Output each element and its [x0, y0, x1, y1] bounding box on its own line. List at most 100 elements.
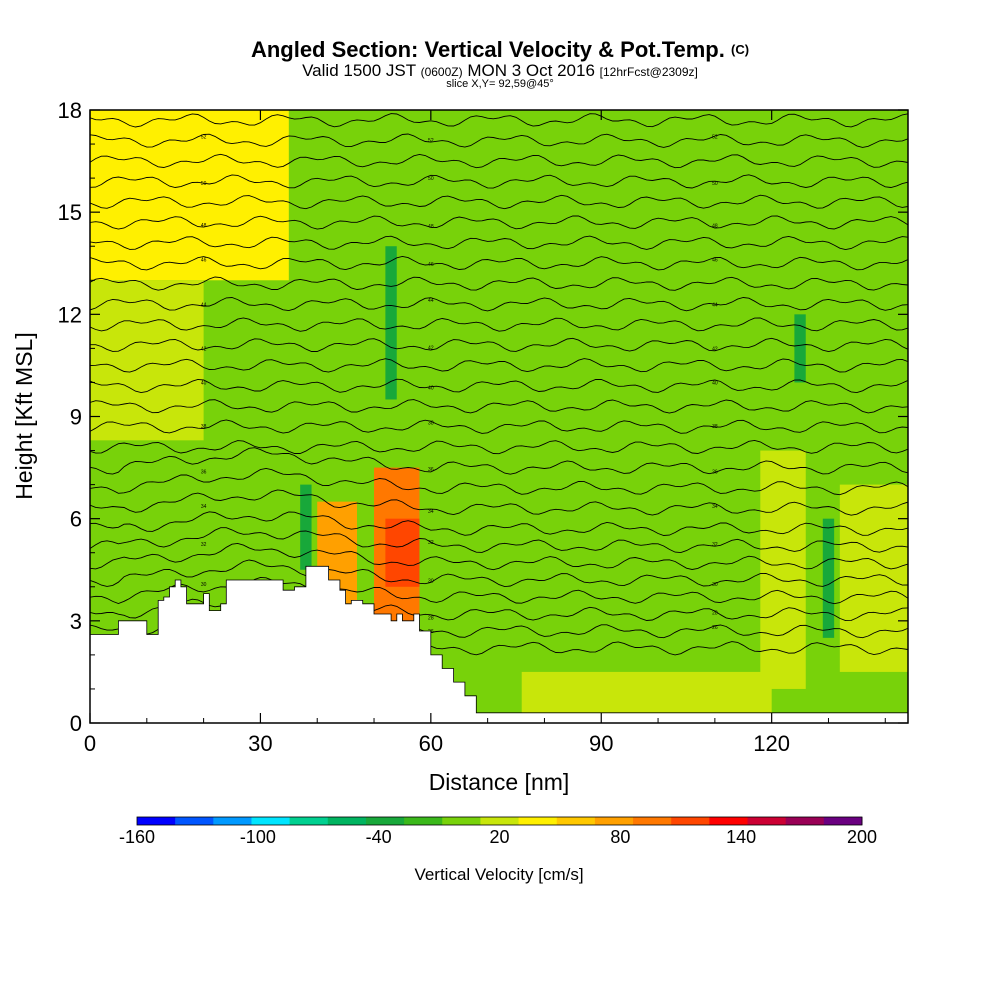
isentrope-label: 34 — [201, 504, 207, 510]
isentrope-label: 38 — [712, 424, 718, 430]
isentrope-label: 30 — [712, 582, 718, 588]
isentrope-line-24 — [90, 194, 908, 210]
x-tick-label: 0 — [84, 731, 96, 756]
colorbar-swatch — [289, 817, 329, 825]
y-tick-label: 15 — [58, 200, 82, 225]
subtitle-valid: Valid 1500 JST — [302, 61, 416, 80]
x-tick-label: 120 — [753, 731, 790, 756]
colorbar-swatch — [823, 817, 863, 825]
subtitle-fcst: [12hrFcst@2309z] — [600, 65, 698, 79]
terrain-profile — [90, 565, 908, 723]
colorbar-frame — [136, 816, 863, 826]
colorbar-label: -40 — [366, 827, 392, 847]
isentrope-line-18 — [90, 317, 908, 332]
isentrope-line-16 — [90, 358, 908, 373]
isentrope-label: 48 — [428, 224, 434, 230]
colorbar-swatch — [175, 817, 214, 825]
isentrope-label: 52 — [712, 135, 718, 141]
isentrope-label: 46 — [428, 262, 434, 268]
subtitle-utc: (0600Z) — [421, 65, 463, 79]
velocity-region-7 — [385, 246, 397, 400]
colorbar-swatch — [633, 817, 672, 825]
isentrope-label: 44 — [428, 298, 434, 304]
isentrope-label: 48 — [201, 223, 207, 229]
colorbar-swatch — [594, 817, 634, 825]
isentrope-label: 42 — [201, 346, 207, 352]
isentrope-label: 32 — [428, 540, 434, 546]
y-tick-label: 12 — [58, 302, 82, 327]
slice-info: slice X,Y= 92,59@45° — [446, 78, 554, 90]
isentrope-label: 42 — [712, 347, 718, 353]
isentrope-label: 26 — [712, 625, 718, 631]
chart-title-suffix: (C) — [731, 42, 749, 57]
colorbar-swatch — [518, 817, 558, 825]
colorbar-label: 140 — [726, 827, 756, 847]
isentrope-label: 48 — [712, 223, 718, 229]
colorbar-swatch — [213, 817, 252, 825]
velocity-region-11 — [839, 484, 908, 672]
isentrope-label: 50 — [712, 181, 718, 187]
colorbar-swatch — [442, 817, 481, 825]
chart-title: Angled Section: Vertical Velocity & Pot.… — [251, 37, 749, 62]
isentrope-line-12 — [90, 439, 908, 455]
isentrope-line-20 — [90, 276, 908, 291]
isentrope-line-11 — [90, 447, 908, 475]
isentrope-line-27 — [90, 133, 908, 148]
plot-area: 2626262828283030303232323434343636363838… — [90, 110, 908, 723]
isentrope-label: 30 — [428, 579, 434, 585]
isentrope-label: 38 — [428, 421, 434, 427]
isentrope-line-6 — [90, 542, 908, 571]
colorbar: -160 -100 -40 20 80 140 200 — [119, 816, 877, 847]
isentrope-label: 34 — [428, 509, 434, 515]
colorbar-label: 80 — [610, 827, 630, 847]
isentrope-label: 40 — [712, 381, 718, 387]
x-tick-label: 30 — [248, 731, 272, 756]
isentrope-label: 32 — [201, 542, 207, 548]
x-tick-label: 90 — [589, 731, 613, 756]
isentrope-label: 34 — [712, 504, 718, 510]
isentrope-line-10 — [90, 467, 908, 496]
colorbar-label: 200 — [847, 827, 877, 847]
colorbar-swatch — [327, 817, 367, 825]
isentrope-line-7 — [90, 527, 908, 554]
velocity-region-13 — [873, 110, 908, 349]
isentrope-line-21 — [90, 255, 908, 271]
colorbar-swatch — [785, 817, 825, 825]
isentrope-label: 40 — [201, 380, 207, 386]
velocity-region-8 — [794, 314, 806, 383]
colorbar-swatch — [137, 817, 176, 825]
x-tick-label: 60 — [419, 731, 443, 756]
isentrope-label: 28 — [428, 615, 434, 621]
x-axis-label: Distance [nm] — [429, 769, 570, 795]
velocity-region-6 — [300, 484, 312, 570]
colorbar-swatch — [365, 817, 405, 825]
colorbar-swatch — [747, 817, 787, 825]
colorbar-swatch — [251, 817, 291, 825]
isentrope-line-9 — [90, 489, 908, 516]
isentrope-line-17 — [90, 337, 908, 353]
chart-title-main: Angled Section: Vertical Velocity & Pot.… — [251, 37, 725, 62]
y-axis-label: Height [Kft MSL] — [11, 332, 37, 499]
colorbar-swatch — [556, 817, 596, 825]
velocity-region-10 — [760, 450, 806, 689]
velocity-region-2 — [90, 280, 204, 441]
isentrope-line-14 — [90, 399, 908, 414]
y-tick-label: 0 — [70, 711, 82, 736]
colorbar-title: Vertical Velocity [cm/s] — [414, 865, 583, 884]
isentrope-line-26 — [90, 153, 908, 169]
chart-subtitle: Valid 1500 JST (0600Z) MON 3 Oct 2016 [1… — [302, 61, 698, 80]
isentrope-line-25 — [90, 174, 908, 189]
colorbar-swatch — [671, 817, 710, 825]
colorbar-label: 20 — [489, 827, 509, 847]
isentrope-label: 40 — [428, 386, 434, 392]
isentrope-label: 36 — [428, 467, 434, 473]
isentrope-label: 46 — [201, 257, 207, 263]
isentrope-label: 52 — [201, 135, 207, 141]
subtitle-date: MON 3 Oct 2016 — [467, 61, 595, 80]
isentrope-label: 44 — [712, 302, 718, 308]
colorbar-swatch — [404, 817, 443, 825]
isentrope-line-23 — [90, 215, 908, 230]
isentrope-line-22 — [90, 235, 908, 251]
isentrope-label: 42 — [428, 346, 434, 352]
isentrope-line-28 — [90, 113, 908, 128]
